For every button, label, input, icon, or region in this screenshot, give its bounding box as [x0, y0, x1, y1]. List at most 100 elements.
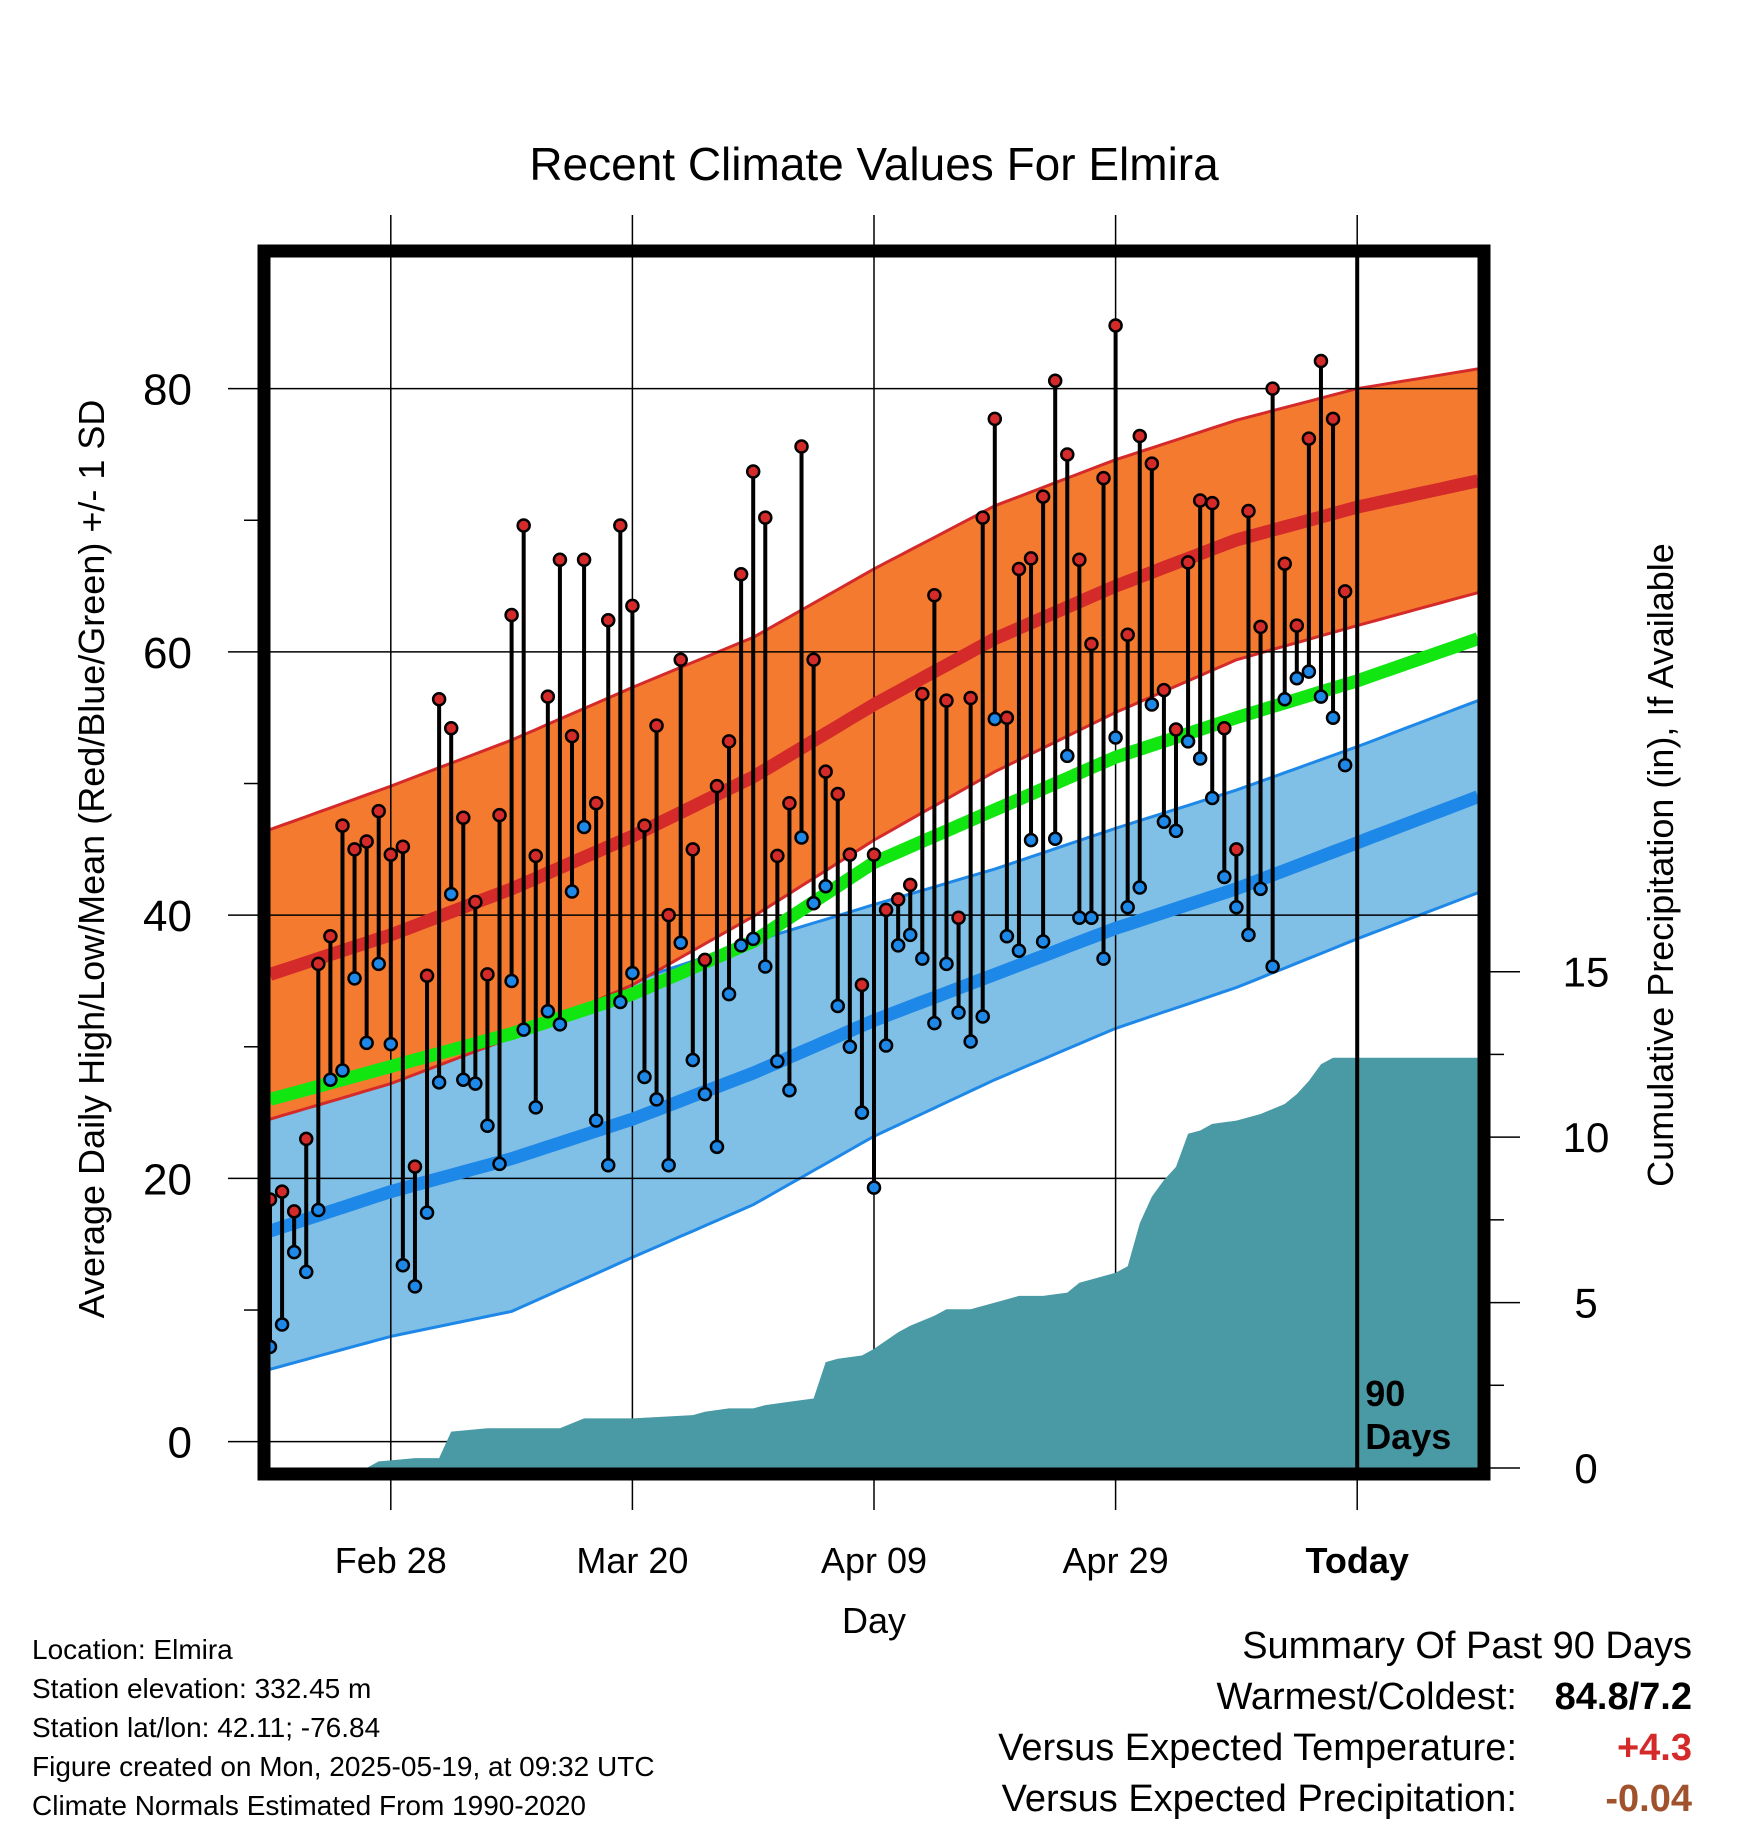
daily-high-point: [1301, 431, 1317, 446]
x-tick-label: Feb 28: [335, 1540, 447, 1581]
y2-tick-label: 0: [1574, 1445, 1597, 1492]
daily-high-point: [492, 807, 507, 823]
daily-low-point: [383, 1036, 399, 1052]
daily-low-point: [576, 819, 592, 835]
daily-low-point: [878, 1038, 894, 1053]
daily-low-point: [902, 927, 918, 943]
daily-high-point: [552, 552, 568, 567]
daily-low-point: [1229, 900, 1244, 915]
daily-low-point: [1011, 943, 1027, 958]
daily-low-point: [395, 1258, 411, 1273]
daily-high-point: [528, 848, 544, 864]
daily-high-point: [1084, 636, 1099, 652]
daily-high-point: [902, 877, 918, 893]
daily-low-point: [939, 956, 954, 972]
daily-high-point: [613, 518, 628, 533]
daily-low-point: [661, 1158, 676, 1173]
daily-high-point: [818, 764, 833, 779]
daily-low-point: [1289, 670, 1305, 686]
daily-high-point: [854, 977, 870, 993]
daily-low-point: [1265, 959, 1280, 974]
daily-low-point: [1120, 900, 1135, 915]
today-days-number: 90: [1365, 1373, 1405, 1414]
daily-high-point: [431, 692, 447, 707]
daily-high-point: [600, 613, 616, 628]
daily-low-point: [794, 830, 809, 845]
chart-title: Recent Climate Values For Elmira: [529, 138, 1219, 190]
daily-low-point: [1217, 869, 1232, 885]
daily-high-point: [697, 952, 713, 968]
daily-low-point: [1144, 697, 1160, 712]
daily-low-point: [866, 1180, 882, 1195]
daily-low-point: [951, 1005, 966, 1020]
daily-high-point: [890, 892, 906, 907]
daily-high-point: [443, 720, 459, 736]
daily-high-point: [806, 652, 821, 668]
daily-high-point: [661, 907, 676, 923]
daily-high-point: [1011, 561, 1027, 577]
daily-high-point: [1072, 552, 1087, 567]
daily-low-point: [1023, 832, 1039, 848]
temp-anomaly-label: Versus Expected Temperature:: [998, 1727, 1517, 1769]
daily-high-point: [1277, 556, 1292, 571]
daily-low-point: [419, 1205, 435, 1220]
daily-low-point: [516, 1022, 531, 1037]
daily-high-point: [963, 690, 978, 706]
daily-high-point: [1047, 373, 1063, 388]
daily-low-point: [915, 951, 930, 966]
daily-high-point: [1120, 627, 1135, 643]
daily-high-point: [721, 734, 737, 749]
daily-high-point: [1325, 411, 1341, 427]
daily-low-point: [335, 1063, 350, 1078]
daily-low-point: [431, 1075, 447, 1090]
location-text: Location: Elmira: [32, 1634, 233, 1665]
y2-tick-label: 5: [1574, 1280, 1597, 1327]
daily-low-point: [1047, 831, 1063, 847]
x-tick-label: Today: [1306, 1540, 1409, 1581]
daily-high-point: [625, 598, 640, 614]
daily-high-point: [347, 842, 362, 857]
x-axis-label: Day: [842, 1600, 906, 1641]
daily-high-point: [1132, 428, 1148, 444]
y-tick-label: 20: [143, 1155, 192, 1204]
daily-low-point: [371, 956, 386, 972]
daily-high-point: [733, 566, 749, 582]
daily-high-point: [1096, 470, 1111, 486]
daily-high-point: [383, 847, 399, 862]
daily-low-point: [443, 886, 459, 902]
elevation-text: Station elevation: 332.45 m: [32, 1673, 372, 1704]
x-tick-label: Apr 09: [821, 1540, 927, 1581]
daily-low-point: [770, 1054, 785, 1069]
daily-low-point: [854, 1105, 870, 1120]
daily-low-point: [1108, 730, 1123, 745]
daily-high-point: [1265, 381, 1280, 396]
daily-high-point: [1144, 456, 1160, 471]
x-tick-label: Mar 20: [576, 1540, 688, 1581]
daily-high-point: [1241, 503, 1256, 519]
daily-low-point: [504, 973, 519, 989]
daily-low-point: [468, 1076, 483, 1091]
daily-low-point: [1192, 751, 1208, 766]
daily-low-point: [842, 1039, 858, 1055]
daily-high-point: [540, 689, 556, 704]
daily-high-point: [468, 894, 483, 910]
daily-low-point: [564, 884, 580, 899]
y-tick-label: 40: [143, 892, 192, 941]
daily-low-point: [963, 1034, 978, 1049]
daily-low-point: [975, 1009, 990, 1024]
daily-low-point: [1096, 951, 1111, 966]
daily-high-point: [270, 1192, 278, 1207]
latlon-text: Station lat/lon: 42.11; -76.84: [32, 1712, 381, 1743]
daily-low-point: [637, 1069, 652, 1085]
plot-frame: [257, 244, 1491, 1481]
precip-area: [270, 1057, 1478, 1468]
plot-inner: [270, 257, 1478, 1468]
daily-low-point: [359, 1035, 374, 1051]
daily-low-point: [806, 896, 821, 911]
daily-high-point: [419, 968, 435, 983]
daily-low-point: [286, 1244, 302, 1260]
daily-high-point: [770, 848, 785, 864]
daily-high-point: [564, 728, 580, 744]
y2-axis-label: Cumulative Precipitation (in), If Availa…: [1640, 543, 1681, 1187]
